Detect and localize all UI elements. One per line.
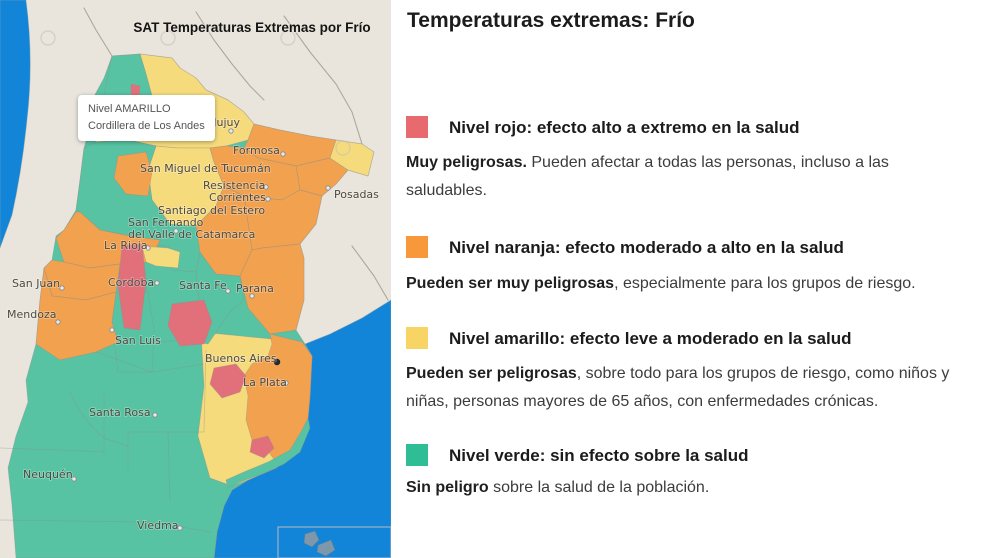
body-verde-lead: Sin peligro — [406, 479, 489, 496]
watermark-icon — [280, 30, 296, 46]
city-label: La Rioja — [104, 239, 148, 252]
inner-border-lapampa-north — [95, 351, 205, 373]
inset-malvinas — [277, 526, 391, 558]
tooltip-level: Nivel AMARILLO — [88, 103, 171, 115]
border-brazil — [283, 15, 363, 145]
heading-rojo: Nivel rojo: efecto alto a extremo en la … — [449, 118, 800, 137]
body-amarillo: Pueden ser peligrosas, sobre todo para l… — [406, 360, 972, 416]
island-east — [316, 539, 336, 557]
city-label: San Fernando — [128, 216, 204, 229]
pacific-ocean — [0, 0, 31, 249]
inner-border-rio-negro-east — [167, 431, 171, 503]
city-label: San Juan — [12, 277, 60, 290]
city-label: Parana — [236, 282, 274, 295]
city-dot[interactable] — [263, 184, 269, 190]
province-cordoba-west[interactable] — [117, 243, 147, 331]
city-label: San Luis — [115, 334, 161, 347]
inner-border-lapampa — [127, 349, 207, 470]
city-label: Neuquén — [23, 468, 73, 481]
swatch-amarillo — [406, 327, 428, 349]
swatch-rojo — [406, 116, 428, 138]
heading-verde: Nivel verde: sin efecto sobre la salud — [449, 446, 749, 465]
heading-amarillo: Nivel amarillo: efecto leve a moderado e… — [449, 329, 852, 348]
city-dot[interactable] — [325, 185, 331, 191]
city-label: Posadas — [334, 188, 379, 201]
city-dot[interactable] — [59, 285, 65, 291]
province-misiones-tip[interactable] — [329, 139, 375, 177]
body-verde-rest: sobre la salud de la población. — [488, 479, 710, 496]
city-dot[interactable] — [71, 476, 77, 482]
city-dot[interactable] — [283, 380, 289, 386]
region-la-plata[interactable] — [209, 363, 247, 399]
argentina-alert-map[interactable]: de Jujuy Formosa San Miguel de Tucumán R… — [0, 0, 391, 558]
border-paraguay — [195, 11, 265, 101]
city-label: Resistencia — [203, 179, 265, 192]
city-dot[interactable] — [173, 228, 179, 234]
city-dot[interactable] — [228, 128, 234, 134]
inner-border-chubut — [0, 519, 213, 533]
city-label: Buenos Aires — [205, 352, 277, 365]
island-west — [303, 530, 320, 548]
inner-border-neuquen — [69, 391, 129, 447]
city-dot[interactable] — [177, 525, 183, 531]
map-title: SAT Temperaturas Extremas por Frío — [133, 20, 370, 35]
city-label: La Plata — [243, 376, 287, 389]
city-dot[interactable] — [109, 327, 115, 333]
province-buenos-aires-coast[interactable] — [225, 417, 311, 489]
body-amarillo-rest: , sobre todo para los grupos de riesgo, … — [406, 365, 950, 410]
city-dot[interactable] — [145, 245, 151, 251]
swatch-verde — [406, 444, 428, 466]
border-uruguay — [351, 245, 389, 301]
inner-border-rio-negro — [0, 394, 105, 453]
capital-dot[interactable] — [273, 358, 281, 366]
city-label: Santa Rosa — [89, 406, 151, 419]
city-dot[interactable] — [225, 288, 231, 294]
city-label: del Valle de Catamarca — [128, 228, 255, 241]
city-label: Cordoba — [108, 276, 154, 289]
map-tooltip: Nivel AMARILLO Cordillera de Los Andes — [78, 95, 215, 141]
body-rojo: Muy peligrosas. Pueden afectar a todas l… — [406, 149, 972, 205]
tooltip-region: Cordillera de Los Andes — [88, 120, 205, 132]
body-naranja: Pueden ser muy peligrosas, especialmente… — [406, 270, 972, 298]
body-amarillo-lead: Pueden ser peligrosas — [406, 365, 577, 382]
map-pane[interactable]: de Jujuy Formosa San Miguel de Tucumán R… — [0, 0, 391, 558]
region-buenos-aires-south[interactable] — [249, 435, 275, 459]
swatch-naranja — [406, 236, 428, 258]
legend-panel: Temperaturas extremas: Frío Nivel rojo: … — [391, 0, 992, 558]
city-label: San Miguel de Tucumán — [140, 162, 271, 175]
province-cordoba-north[interactable] — [141, 245, 181, 269]
province-mendoza[interactable] — [35, 267, 119, 361]
city-dot[interactable] — [280, 151, 286, 157]
page-title: Temperaturas extremas: Frío — [407, 9, 695, 32]
province-entre-rios[interactable] — [239, 243, 305, 335]
province-santa-fe-south[interactable] — [167, 299, 213, 347]
city-label: Santa Fe — [179, 279, 227, 292]
watermark-icon — [335, 140, 351, 156]
city-dot[interactable] — [249, 293, 255, 299]
city-dot[interactable] — [154, 280, 160, 286]
body-verde: Sin peligro sobre la salud de la poblaci… — [406, 474, 972, 502]
city-dot[interactable] — [55, 319, 61, 325]
body-rojo-lead: Muy peligrosas. — [406, 154, 527, 171]
watermark-icon — [40, 30, 56, 46]
city-dot[interactable] — [265, 196, 271, 202]
city-label: Santiago del Estero — [158, 204, 265, 217]
city-label: Viedma — [137, 519, 179, 532]
province-tucuman[interactable] — [113, 151, 153, 197]
body-naranja-rest: , especialmente para los grupos de riesg… — [614, 275, 916, 292]
watermark-icon — [160, 30, 176, 46]
body-rojo-rest: Pueden afectar a todas las personas, inc… — [406, 154, 889, 199]
heading-naranja: Nivel naranja: efecto moderado a alto en… — [449, 238, 844, 257]
body-naranja-lead: Pueden ser muy peligrosas — [406, 275, 615, 292]
city-label: Formosa — [233, 144, 280, 157]
border-bolivia-chile — [83, 7, 113, 57]
city-label: Corrientes — [209, 191, 266, 204]
city-dot[interactable] — [152, 412, 158, 418]
province-corrientes[interactable] — [243, 189, 323, 251]
city-label: Mendoza — [7, 308, 56, 321]
